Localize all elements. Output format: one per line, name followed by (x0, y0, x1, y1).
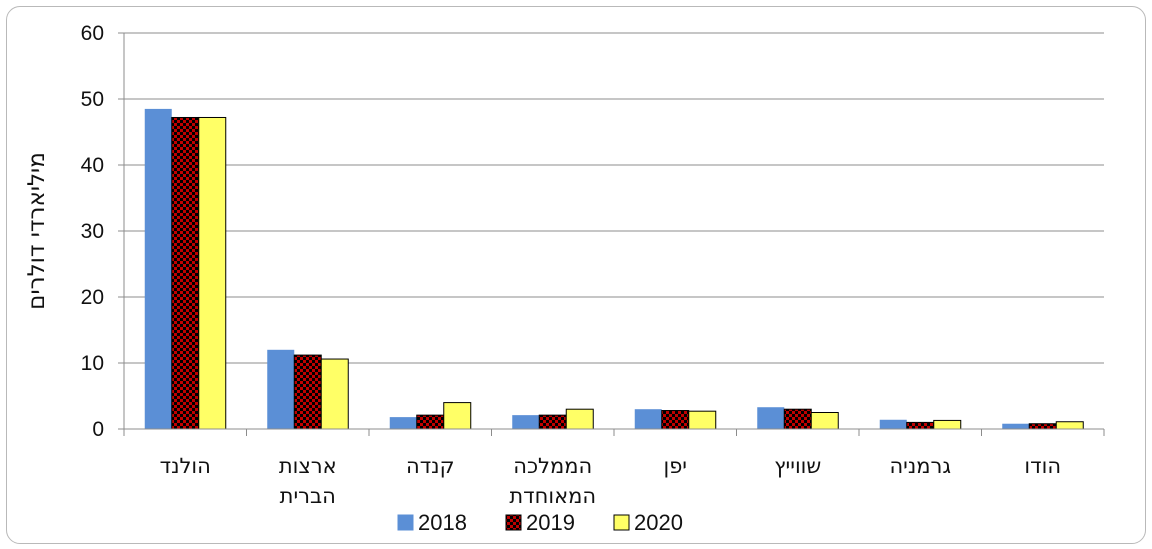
legend-label-2018: 2018 (418, 510, 467, 535)
bar-2019 (416, 414, 445, 430)
bar-2020 (565, 408, 594, 430)
bar-2018 (1002, 423, 1030, 429)
legend-swatch-2020 (613, 514, 630, 531)
bar-2018 (267, 349, 295, 429)
x-tick-label: ארצות הברית (279, 454, 337, 508)
y-tick-label: 50 (81, 88, 104, 111)
bar-2019 (538, 414, 567, 430)
bar-2020 (688, 410, 717, 430)
bar-2018 (879, 419, 907, 429)
bar-2019 (171, 116, 200, 430)
y-tick-label: 10 (81, 352, 104, 375)
bar-2018 (144, 108, 172, 430)
legend-label-2020: 2020 (634, 510, 683, 535)
bar-2020 (1055, 421, 1084, 430)
bar-2018 (634, 409, 662, 429)
bar-2020 (198, 116, 227, 430)
bar-2019 (293, 354, 322, 430)
bar-2019 (661, 410, 690, 430)
bar-2018 (389, 417, 417, 429)
x-tick-label: יפן (663, 454, 687, 478)
y-tick-label: 40 (81, 154, 104, 177)
bar-2020 (443, 402, 472, 430)
bar-2020 (320, 358, 349, 430)
bar-2018 (757, 407, 785, 429)
x-tick-label: גרמניה (889, 454, 951, 478)
x-tick-label: שווייץ (774, 454, 821, 478)
x-tick-label: הולנד (160, 454, 211, 478)
bar-2020 (810, 412, 839, 430)
bar-2019 (906, 421, 935, 430)
legend-swatch-2018 (397, 514, 414, 531)
y-tick-label: 0 (92, 418, 104, 441)
y-tick-label: 30 (81, 220, 104, 243)
bar-2020 (933, 419, 962, 430)
x-tick-label: קנדה (406, 454, 455, 478)
bar-2018 (512, 415, 540, 429)
y-tick-label: 60 (81, 22, 104, 45)
bar-2019 (1028, 423, 1057, 430)
bar-2019 (783, 408, 812, 430)
y-tick-label: 20 (81, 286, 104, 309)
x-tick-label: הודו (1024, 454, 1061, 478)
legend-swatch-2019 (505, 514, 522, 531)
y-axis-title: מיליארדי דולרים (24, 152, 50, 310)
x-tick-label: הממלכה המאוחדת (509, 454, 596, 508)
legend-label-2019: 2019 (526, 510, 575, 535)
